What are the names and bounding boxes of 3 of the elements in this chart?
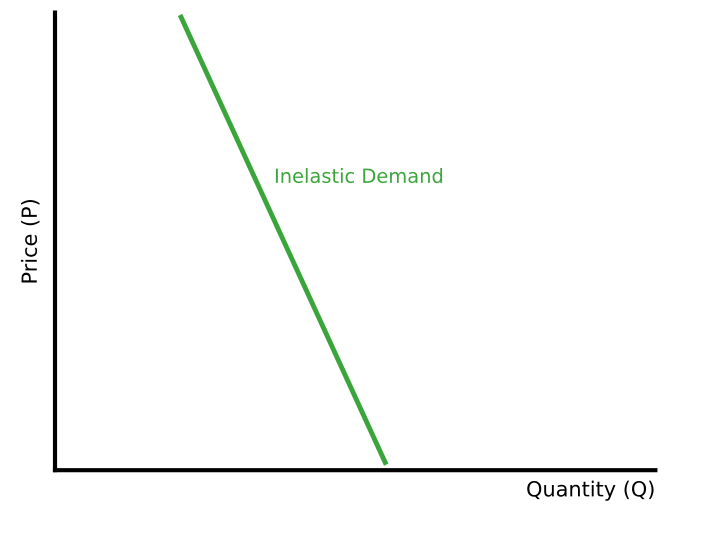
x-axis-title: Quantity (Q): [527, 480, 654, 501]
y-axis-title: Price (P): [20, 200, 40, 282]
series-label: Inelastic Demand: [276, 168, 442, 184]
